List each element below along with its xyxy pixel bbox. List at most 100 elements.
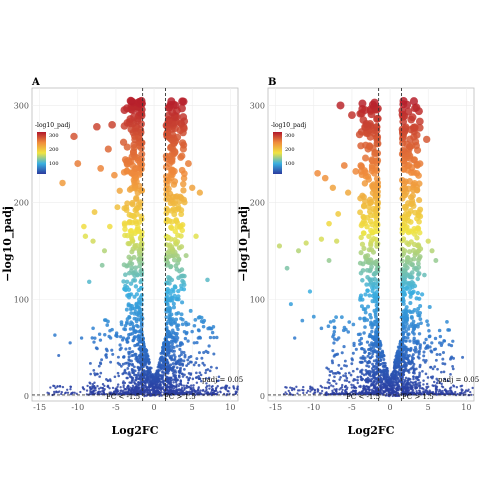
data-point xyxy=(170,328,175,333)
data-point xyxy=(210,330,215,335)
data-point xyxy=(125,390,128,393)
data-point xyxy=(139,328,143,332)
data-point xyxy=(170,287,175,292)
data-point xyxy=(103,333,107,337)
data-point xyxy=(340,162,348,169)
data-point xyxy=(433,365,437,369)
data-point xyxy=(189,355,193,358)
data-point xyxy=(119,320,124,324)
data-point xyxy=(354,389,357,392)
data-point xyxy=(422,341,427,345)
data-point xyxy=(450,355,454,359)
threshold-lines xyxy=(32,88,238,401)
data-point xyxy=(362,384,365,387)
data-point xyxy=(114,331,119,335)
data-point xyxy=(291,393,295,397)
data-point xyxy=(61,385,65,389)
data-point xyxy=(176,294,181,299)
data-point xyxy=(137,380,140,384)
data-point xyxy=(171,257,177,263)
data-point xyxy=(370,341,374,345)
data-point xyxy=(422,354,426,358)
data-point xyxy=(173,357,177,361)
data-point xyxy=(321,174,329,182)
data-point xyxy=(438,334,443,339)
data-point xyxy=(222,392,226,395)
data-point xyxy=(104,145,112,153)
data-point xyxy=(358,99,367,108)
data-point xyxy=(175,388,178,391)
data-point xyxy=(172,349,176,353)
data-point xyxy=(409,192,416,199)
data-point xyxy=(123,272,128,278)
data-point xyxy=(382,353,386,357)
data-point xyxy=(368,369,372,373)
data-point xyxy=(217,375,221,379)
data-point xyxy=(418,389,421,392)
data-point xyxy=(342,325,347,330)
data-point xyxy=(349,373,353,377)
data-point xyxy=(393,383,396,387)
data-point xyxy=(101,386,104,390)
data-point xyxy=(404,107,413,116)
data-point xyxy=(116,385,119,388)
data-point xyxy=(143,379,146,383)
data-point xyxy=(109,391,113,394)
data-point xyxy=(165,294,170,299)
data-point xyxy=(414,296,419,301)
padj-annotation: padj = 0.05 xyxy=(438,376,479,384)
data-point xyxy=(59,179,66,187)
data-point xyxy=(343,364,346,367)
data-point xyxy=(370,367,374,370)
data-point xyxy=(128,227,135,234)
fc-up-annotation: FC > 1.5 xyxy=(402,393,434,401)
data-point xyxy=(406,336,410,340)
data-point xyxy=(180,372,184,376)
data-point xyxy=(412,377,415,381)
data-point xyxy=(451,365,454,368)
data-point xyxy=(417,206,424,213)
x-axis-ticks: -15 -10 -5 0 5 10 xyxy=(33,403,235,412)
data-point xyxy=(133,284,139,289)
data-point xyxy=(192,384,195,387)
data-point xyxy=(454,390,457,394)
data-point xyxy=(363,292,368,297)
data-point xyxy=(425,238,431,244)
data-point xyxy=(399,258,405,264)
data-point xyxy=(409,346,413,351)
data-point xyxy=(122,232,128,239)
data-point xyxy=(350,383,353,387)
data-point xyxy=(352,384,355,387)
data-point xyxy=(137,386,141,389)
data-point xyxy=(124,307,129,312)
data-point xyxy=(333,337,337,341)
data-point xyxy=(343,359,347,363)
data-point xyxy=(133,269,138,275)
data-point xyxy=(295,248,302,254)
data-point xyxy=(212,391,216,395)
data-point xyxy=(202,388,205,392)
data-point xyxy=(209,391,213,394)
data-point xyxy=(415,389,418,393)
data-point xyxy=(364,282,369,287)
data-point xyxy=(411,256,417,262)
x-tick-label: -10 xyxy=(307,403,320,412)
data-point xyxy=(470,393,473,396)
data-point xyxy=(360,278,365,283)
data-point xyxy=(111,352,115,356)
data-point xyxy=(185,364,189,368)
data-point xyxy=(287,389,290,393)
data-point xyxy=(365,385,368,388)
data-point xyxy=(185,390,188,393)
data-point xyxy=(464,389,468,392)
data-point xyxy=(170,354,174,358)
data-point xyxy=(130,367,134,371)
data-point xyxy=(422,379,425,382)
data-point xyxy=(69,385,72,388)
data-point xyxy=(158,394,161,398)
data-point xyxy=(133,373,136,377)
data-point xyxy=(137,333,141,338)
data-point xyxy=(359,375,362,378)
data-point xyxy=(368,332,372,337)
data-point xyxy=(175,383,178,386)
